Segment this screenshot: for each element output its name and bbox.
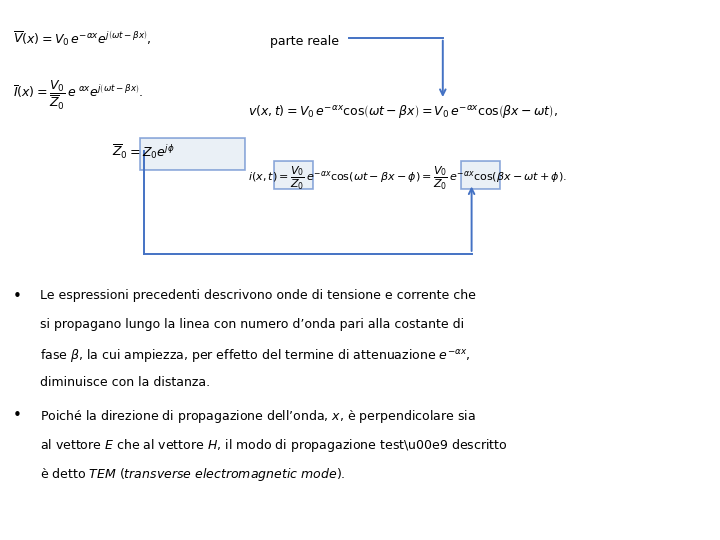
Text: al vettore $E$ che al vettore $H$, il modo di propagazione test\u00e9 descritto: al vettore $E$ che al vettore $H$, il mo… bbox=[40, 437, 507, 454]
Text: Le espressioni precedenti descrivono onde di tensione e corrente che: Le espressioni precedenti descrivono ond… bbox=[40, 289, 475, 302]
Text: si propagano lungo la linea con numero d’onda pari alla costante di: si propagano lungo la linea con numero d… bbox=[40, 318, 464, 331]
Text: parte reale: parte reale bbox=[270, 35, 339, 48]
Text: $\overline{V}\left(x\right)=V_{0}\,e^{-\alpha x}e^{j\left(\omega t-\beta x\right: $\overline{V}\left(x\right)=V_{0}\,e^{-\… bbox=[13, 30, 152, 48]
Text: •: • bbox=[13, 408, 22, 423]
Text: $i\left(x,t\right)=\dfrac{V_{0}}{Z_{0}}\,e^{-\alpha x}\cos\!\left(\omega t-\beta: $i\left(x,t\right)=\dfrac{V_{0}}{Z_{0}}\… bbox=[248, 165, 567, 192]
Bar bbox=[140, 138, 245, 170]
Text: Poiché la direzione di propagazione dell’onda, $x$, è perpendicolare sia: Poiché la direzione di propagazione dell… bbox=[40, 408, 475, 424]
Text: è detto $\mathit{TEM}$ ($\mathit{transverse\ electromagnetic\ mode}$).: è detto $\mathit{TEM}$ ($\mathit{transve… bbox=[40, 466, 345, 483]
Text: •: • bbox=[13, 289, 22, 304]
Text: $\overline{Z}_{0}=Z_{0}e^{j\phi}$: $\overline{Z}_{0}=Z_{0}e^{j\phi}$ bbox=[112, 143, 174, 161]
Text: $\overline{I}\left(x\right)=\dfrac{V_{0}}{\overline{Z}_{0}}\,e^{\;\alpha x}e^{j\: $\overline{I}\left(x\right)=\dfrac{V_{0}… bbox=[13, 78, 143, 111]
Text: diminuisce con la distanza.: diminuisce con la distanza. bbox=[40, 376, 210, 389]
Bar bbox=[461, 161, 500, 189]
Bar bbox=[274, 161, 313, 189]
Text: fase $\beta$, la cui ampiezza, per effetto del termine di attenuazione $e^{-\alp: fase $\beta$, la cui ampiezza, per effet… bbox=[40, 347, 470, 364]
Text: $v\left(x,t\right)=V_{0}\,e^{-\alpha x}\cos\!\left(\omega t-\beta x\right)=V_{0}: $v\left(x,t\right)=V_{0}\,e^{-\alpha x}\… bbox=[248, 103, 559, 119]
